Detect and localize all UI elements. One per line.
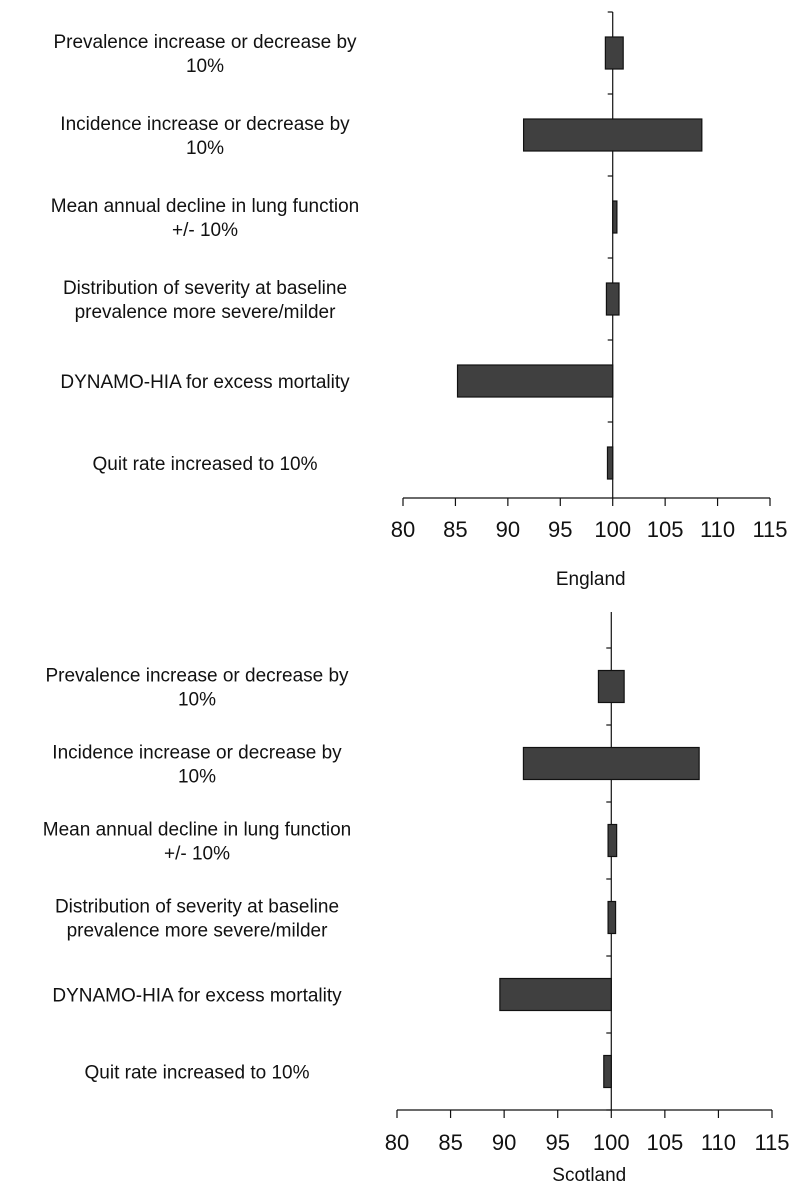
chart-scotland: Prevalence increase or decrease by 10% Inc…	[0, 600, 795, 1186]
category-label-line: prevalence more severe/milder	[75, 302, 337, 323]
category-label-line: +/- 10%	[164, 844, 230, 865]
category-label-1: Prevalence increase or decrease by 10%	[53, 32, 357, 77]
x-tick-label: 95	[545, 1130, 569, 1155]
x-tick-label: 105	[647, 517, 684, 542]
category-label-2: Incidence increase or decrease by 10%	[52, 743, 342, 788]
category-label-5: DYNAMO-HIA for excess mortality	[52, 986, 342, 1007]
category-label-line: DYNAMO-HIA for excess mortality	[60, 372, 350, 393]
category-label-2: Incidence increase or decrease by 10%	[60, 114, 350, 159]
category-label-line: 10%	[178, 767, 216, 788]
x-tick-label: 100	[594, 517, 631, 542]
bar-4	[607, 900, 617, 935]
x-axis-title: England	[556, 569, 626, 590]
x-tick-label: 90	[496, 517, 520, 542]
x-tick-label: 105	[646, 1130, 683, 1155]
chart-england: Prevalence increase or decrease by 10% Inc…	[51, 11, 788, 590]
category-label-1: Prevalence increase or decrease by 10%	[45, 666, 349, 711]
category-label-line: Incidence increase or decrease by	[60, 114, 350, 135]
category-label-line: Prevalence increase or decrease by	[53, 32, 357, 53]
category-label-line: Quit rate increased to 10%	[93, 454, 318, 475]
bar-5	[456, 364, 614, 398]
bar-3	[612, 200, 618, 234]
category-label-line: 10%	[186, 138, 224, 159]
category-label-5: DYNAMO-HIA for excess mortality	[60, 372, 350, 393]
x-tick-label: 115	[752, 517, 787, 542]
bar-1	[604, 36, 624, 70]
x-tick-label: 100	[593, 1130, 630, 1155]
category-label-line: Mean annual decline in lung function	[43, 820, 351, 841]
category-label-3: Mean annual decline in lung function +/- …	[51, 196, 359, 241]
chart-scotland-svg: Prevalence increase or decrease by 10%Inc…	[43, 612, 790, 1186]
x-tick-label: 85	[438, 1130, 462, 1155]
category-label-4: Distribution of severity at baseline prev…	[55, 897, 339, 942]
x-tick-label: 115	[754, 1130, 789, 1155]
category-label-line: Distribution of severity at baseline	[55, 897, 339, 918]
category-label-4: Distribution of severity at baseline prev…	[63, 278, 347, 323]
category-label-6: Quit rate increased to 10%	[85, 1063, 310, 1084]
bar-1	[597, 669, 625, 704]
bar-2	[522, 746, 700, 781]
category-label-line: Incidence increase or decrease by	[52, 743, 342, 764]
x-axis-title: Scotland	[552, 1165, 626, 1186]
x-tick-label: 110	[701, 1130, 736, 1155]
bar-3	[607, 823, 618, 858]
x-tick-label: 80	[391, 517, 415, 542]
bar-6	[606, 446, 614, 480]
x-tick-label: 110	[700, 517, 735, 542]
category-label-line: 10%	[186, 56, 224, 77]
x-tick-label: 95	[548, 517, 572, 542]
chart-england-svg: Prevalence increase or decrease by 10%Inc…	[51, 11, 788, 590]
category-label-line: Distribution of severity at baseline	[63, 278, 347, 299]
category-label-line: +/- 10%	[172, 220, 238, 241]
bar-5	[499, 977, 612, 1012]
bar-2	[522, 118, 703, 152]
bar-6	[603, 1054, 612, 1089]
category-label-line: prevalence more severe/milder	[67, 921, 329, 942]
x-tick-label: 90	[492, 1130, 516, 1155]
category-label-line: Prevalence increase or decrease by	[45, 666, 349, 687]
x-tick-label: 80	[385, 1130, 409, 1155]
category-label-6: Quit rate increased to 10%	[93, 454, 318, 475]
bar-4	[605, 282, 620, 316]
x-tick-label: 85	[443, 517, 467, 542]
category-label-line: DYNAMO-HIA for excess mortality	[52, 986, 342, 1007]
category-label-line: Quit rate increased to 10%	[85, 1063, 310, 1084]
category-label-line: 10%	[178, 690, 216, 711]
category-label-line: Mean annual decline in lung function	[51, 196, 359, 217]
category-label-3: Mean annual decline in lung function +/- …	[43, 820, 351, 865]
